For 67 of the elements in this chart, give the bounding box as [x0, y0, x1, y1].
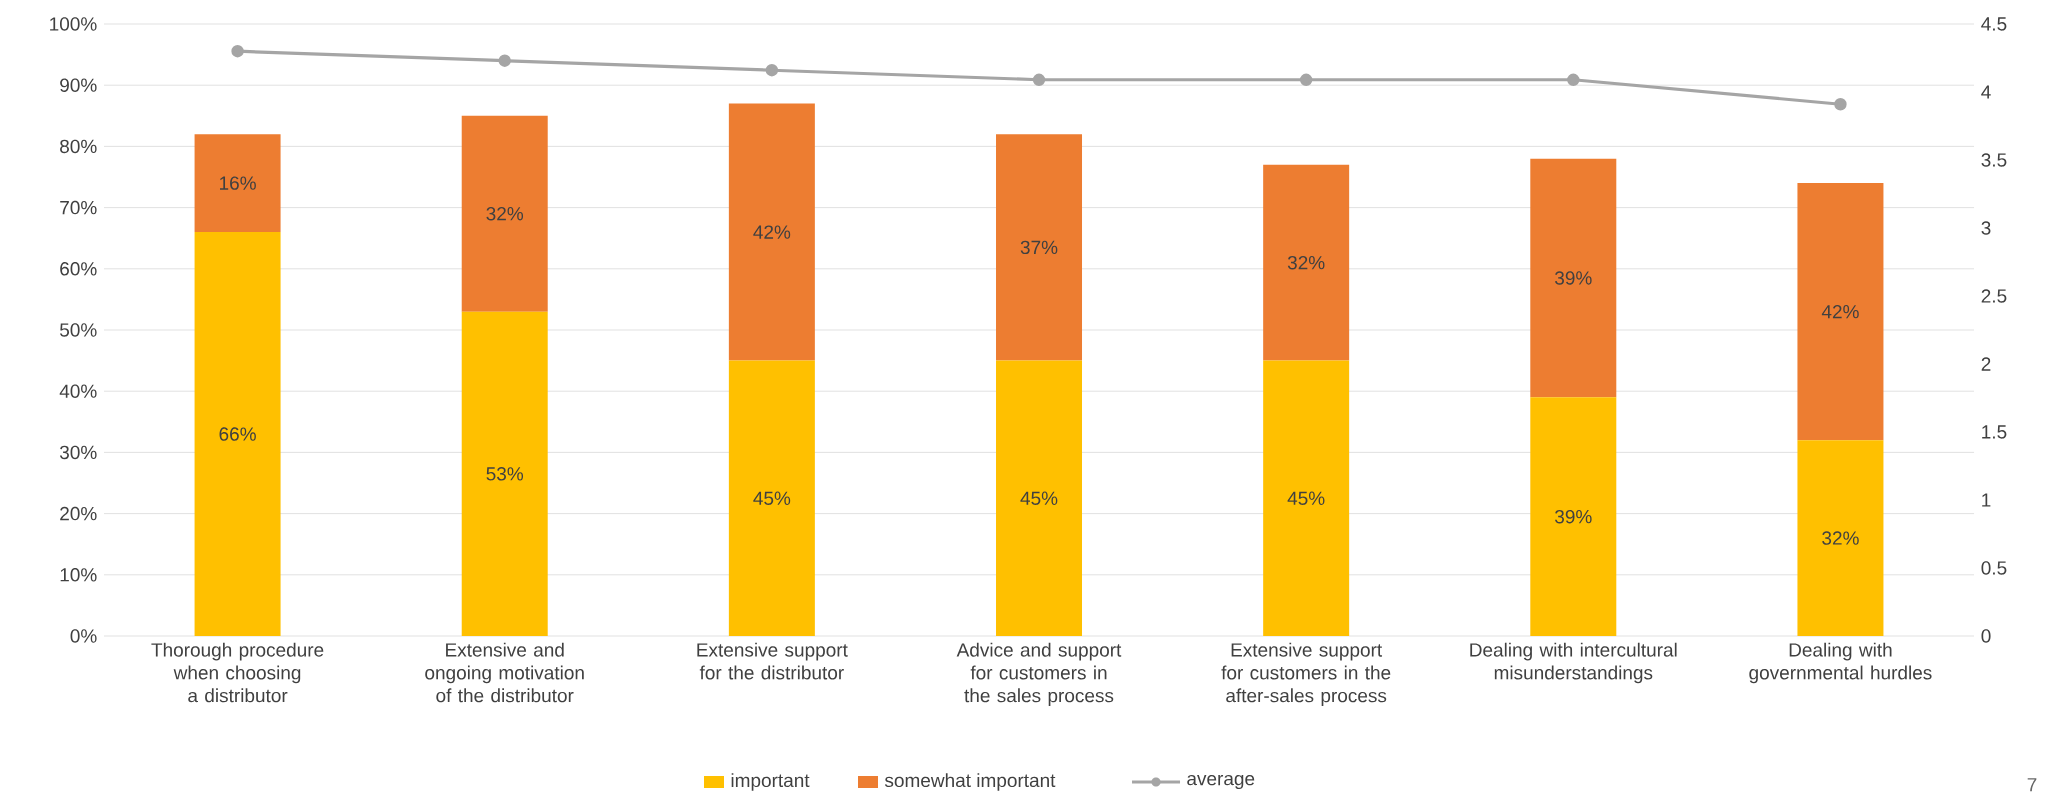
- y-tick-label: 10%: [60, 568, 97, 582]
- bar: [728, 360, 815, 636]
- x-tick-label: Advice and support for customers in the sales process: [956, 642, 1122, 707]
- data-label: 42%: [753, 225, 791, 239]
- bar: [461, 115, 548, 312]
- bar: [194, 232, 281, 636]
- point: [1299, 73, 1313, 86]
- data-label: 45%: [1287, 491, 1325, 505]
- y2-tick-label: 0: [1981, 629, 1991, 643]
- x-tick-label: Dealing with intercultural misunderstandings: [1470, 642, 1677, 684]
- y-tick-label: 70%: [60, 200, 97, 215]
- y2-tick-label: 4.5: [1981, 17, 2007, 31]
- bar: [1797, 183, 1884, 441]
- data-label: 45%: [753, 491, 791, 505]
- y-tick-label: 30%: [59, 445, 97, 460]
- y-tick-label: 100%: [50, 17, 97, 31]
- point: [231, 45, 244, 58]
- bar: [1263, 164, 1350, 361]
- legend-label: average: [1187, 774, 1255, 790]
- y2-tick-label: 3.5: [1981, 153, 2007, 167]
- data-label: 37%: [1020, 240, 1058, 255]
- data-label: 53%: [486, 467, 524, 481]
- point: [1834, 98, 1847, 111]
- x-tick-label: Extensive support for the distributor: [697, 642, 848, 680]
- data-label: 45%: [1020, 491, 1058, 505]
- y2-tick-label: 0.5: [1981, 561, 2007, 575]
- legend-label: somewhat important: [884, 773, 1056, 791]
- y2-tick-label: 1.5: [1982, 425, 2007, 439]
- bar: [1530, 158, 1617, 398]
- y-tick-label: 90%: [60, 78, 97, 92]
- bar: [1530, 397, 1617, 636]
- data-label: 42%: [1821, 304, 1859, 319]
- x-tick-label: Dealing with governmental hurdles: [1749, 642, 1932, 684]
- y2-tick-label: 2.5: [1981, 289, 2007, 303]
- bar: [461, 311, 548, 636]
- bar: [1797, 440, 1884, 636]
- point: [498, 54, 511, 67]
- y2-tick-label: 4: [1981, 85, 1991, 99]
- y-tick-label: 40%: [59, 384, 97, 398]
- y2-tick-label: 1: [1982, 493, 1991, 507]
- data-label: 32%: [1822, 531, 1859, 545]
- data-label: 39%: [1555, 509, 1592, 524]
- bar: [996, 360, 1083, 636]
- data-label: 39%: [1555, 271, 1592, 285]
- data-label: 66%: [219, 427, 256, 441]
- y-tick-label: 0%: [70, 629, 97, 643]
- text: 7: [2027, 778, 2037, 792]
- bar: [728, 103, 815, 361]
- y-tick-label: 80%: [60, 139, 97, 154]
- bar: [1263, 360, 1350, 636]
- y2-tick-label: 2: [1981, 357, 1991, 371]
- bar: [194, 134, 281, 233]
- x-tick-label: Extensive support for customers in the after-sales process: [1221, 642, 1391, 707]
- y-tick-label: 50%: [60, 323, 97, 337]
- data-label: 16%: [220, 176, 256, 190]
- data-label: 32%: [486, 206, 524, 221]
- point: [765, 64, 779, 77]
- bar: [996, 134, 1083, 361]
- x-tick-label: Extensive and ongoing motivation of the distributor: [425, 642, 584, 703]
- y-tick-label: 60%: [60, 262, 97, 276]
- point: [1032, 73, 1046, 86]
- data-label: 32%: [1287, 255, 1325, 270]
- y2-tick-label: 3: [1981, 221, 1991, 235]
- point: [1567, 73, 1580, 86]
- legend-label: important: [731, 773, 810, 791]
- x-tick-label: Thorough procedure when choosing a distributor: [151, 642, 324, 703]
- y-tick-label: 20%: [60, 506, 97, 521]
